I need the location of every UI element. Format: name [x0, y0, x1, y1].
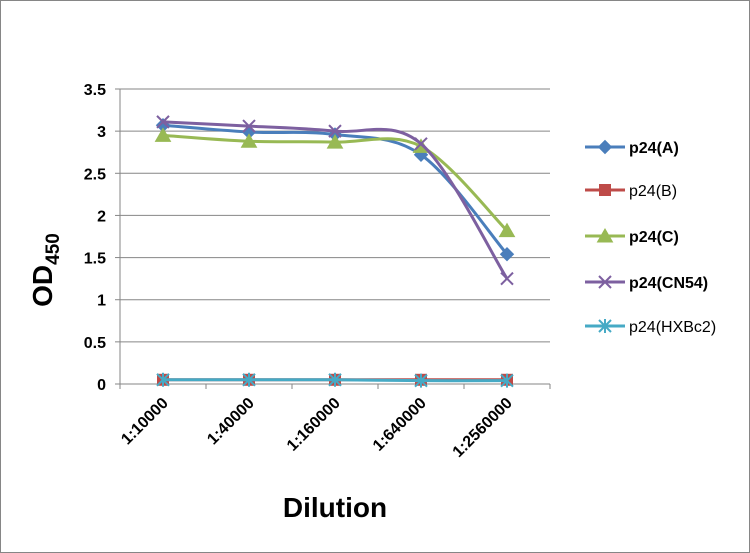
data-point	[154, 127, 172, 142]
y-axis-title-subscript: 450	[43, 233, 64, 265]
legend: p24(A) p24(B) p24(C) p24(CN54) p24(HXBc2)	[585, 139, 716, 336]
data-point	[500, 373, 514, 388]
legend-label: p24(A)	[629, 140, 679, 157]
data-point	[498, 222, 516, 238]
series-p24(CN54)	[156, 115, 514, 286]
x-tick-label: 1:10000	[118, 395, 172, 449]
legend-swatch-marker	[598, 319, 612, 333]
x-tick-label: 1:40000	[204, 395, 258, 449]
data-point	[414, 373, 428, 388]
data-point	[242, 372, 256, 387]
y-tick-label: 0	[97, 377, 106, 394]
y-tick-label: 1.5	[84, 251, 106, 268]
y-axis-title-main: OD	[27, 265, 58, 307]
legend-label: p24(CN54)	[629, 275, 708, 292]
legend-swatch-marker	[597, 139, 613, 155]
series-line	[162, 120, 509, 280]
data-point	[240, 133, 258, 148]
y-tick-label: 2	[97, 208, 106, 225]
y-tick-label: 3	[97, 124, 106, 141]
data-point	[156, 372, 170, 387]
data-point	[414, 137, 428, 151]
x-tick-labels: 1:10000 1:40000 1:160000 1:640000 1:2560000	[118, 395, 516, 461]
legend-item-p24(A): p24(A)	[585, 139, 679, 157]
legend-label: p24(C)	[629, 229, 679, 246]
series-layer	[154, 115, 516, 388]
data-point	[500, 271, 514, 286]
data-point	[328, 372, 342, 387]
data-point	[242, 119, 256, 133]
legend-item-p24(C): p24(C)	[585, 227, 679, 246]
series-p24(C)	[154, 127, 516, 238]
y-axis-title: OD450	[27, 233, 64, 307]
x-tick-label: 1:2560000	[450, 395, 516, 461]
legend-swatch-marker	[599, 184, 611, 196]
data-point	[326, 134, 344, 149]
series-line	[162, 133, 509, 232]
legend-item-p24(HXBc2): p24(HXBc2)	[585, 319, 716, 336]
x-axis-title: Dilution	[283, 492, 387, 523]
legend-swatch-marker	[598, 275, 612, 289]
legend-swatch-marker	[596, 227, 614, 243]
x-tick-label: 1:640000	[370, 395, 430, 455]
y-tick-label: 3.5	[84, 82, 106, 99]
legend-label: p24(HXBc2)	[629, 319, 716, 336]
series-p24(HXBc2)	[156, 372, 514, 388]
data-point	[328, 124, 342, 138]
y-tick-labels: 0 0.5 1 1.5 2 2.5 3 3.5	[84, 82, 106, 394]
y-tick-label: 0.5	[84, 335, 106, 352]
legend-item-p24(B): p24(B)	[585, 183, 677, 200]
data-point	[499, 246, 515, 262]
data-point	[156, 115, 170, 129]
x-tick-label: 1:160000	[284, 395, 344, 455]
legend-item-p24(CN54): p24(CN54)	[585, 275, 708, 292]
y-tick-label: 1	[97, 293, 106, 310]
y-tick-label: 2.5	[84, 166, 106, 183]
legend-label: p24(B)	[629, 183, 677, 200]
